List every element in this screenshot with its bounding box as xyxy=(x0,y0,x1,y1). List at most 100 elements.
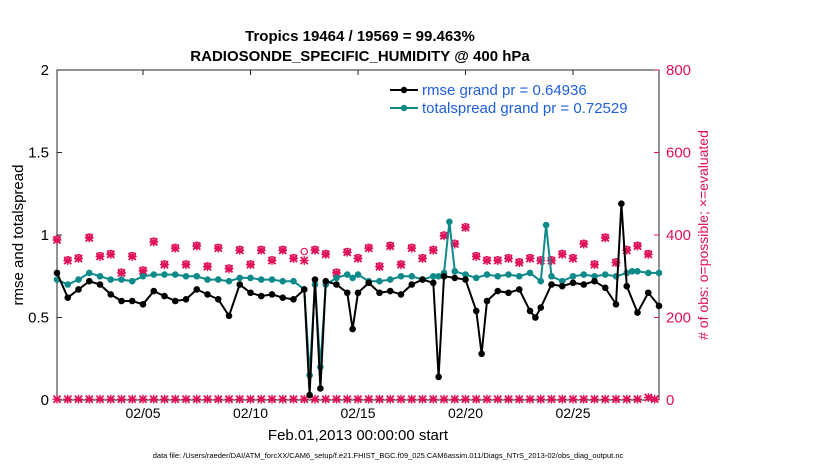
spread-point xyxy=(161,271,168,278)
series-rmse xyxy=(53,200,663,399)
rmse-point xyxy=(569,279,577,287)
rmse-point xyxy=(268,291,276,298)
y-right-axis-ticks: 0 200 400 600 800 xyxy=(654,62,691,409)
spread-point xyxy=(193,272,201,280)
rmse-point xyxy=(75,286,82,293)
spread-point xyxy=(118,276,125,283)
y-right-tick-label: 400 xyxy=(666,227,691,244)
spread-point xyxy=(634,268,641,275)
y-tick-label: 2 xyxy=(41,62,49,79)
plot-area xyxy=(56,69,660,401)
spread-point xyxy=(279,277,287,285)
spread-point xyxy=(628,268,636,275)
spread-point xyxy=(343,271,351,278)
spread-point xyxy=(333,274,340,282)
rmse-point xyxy=(472,307,480,315)
spread-point xyxy=(96,272,104,280)
spread-point xyxy=(505,271,512,278)
spread-point xyxy=(349,274,356,282)
rmse-point xyxy=(505,289,512,297)
spread-point xyxy=(569,272,577,280)
rmse-point xyxy=(483,297,491,305)
rmse-point xyxy=(161,292,168,300)
rmse-point xyxy=(601,284,609,292)
rmse-point xyxy=(376,289,383,297)
spread-point xyxy=(150,271,158,278)
x-tick-label: 02/25 xyxy=(555,405,590,421)
y-right-tick-label: 0 xyxy=(666,392,674,409)
spread-point xyxy=(655,269,663,277)
spread-point xyxy=(435,272,442,280)
spread-point xyxy=(204,276,211,283)
rmse-point xyxy=(128,297,136,305)
x-tick-label: 02/10 xyxy=(233,405,268,421)
chart-title: Tropics 19464 / 19569 = 99.463% xyxy=(245,28,475,45)
x-axis-label: Feb.01,2013 00:00:00 start xyxy=(268,427,449,444)
rmse-point xyxy=(322,277,330,285)
spread-point xyxy=(128,277,136,285)
rmse-point xyxy=(349,325,356,333)
rmse-point xyxy=(343,289,351,297)
spread-point xyxy=(64,281,72,288)
spread-point xyxy=(601,271,609,278)
rmse-point xyxy=(419,276,426,283)
rmse-point xyxy=(462,276,469,283)
legend: rmse grand pr = 0.64936 totalspread gran… xyxy=(390,82,628,117)
rmse-point xyxy=(515,286,523,293)
spread-point xyxy=(139,272,147,280)
spread-line xyxy=(56,221,659,376)
rmse-point xyxy=(429,279,437,287)
rmse-point xyxy=(139,301,147,308)
rmse-point xyxy=(623,282,631,290)
spread-point xyxy=(376,277,383,285)
y-axis-label: rmse and totalspread xyxy=(10,165,27,306)
rmse-point xyxy=(279,294,287,302)
rmse-point xyxy=(532,314,539,321)
spread-point xyxy=(558,277,566,285)
spread-point xyxy=(171,271,179,278)
rmse-point xyxy=(386,287,394,295)
rmse-point xyxy=(257,292,265,300)
spread-point xyxy=(580,271,588,278)
y-tick-label: 0.5 xyxy=(28,310,49,327)
rmse-point xyxy=(478,350,485,358)
spread-point xyxy=(257,276,265,283)
rmse-point xyxy=(53,269,61,277)
rmse-point xyxy=(526,307,534,315)
rmse-point xyxy=(107,291,115,298)
spread-point xyxy=(236,274,244,282)
rmse-point xyxy=(558,282,566,290)
x-tick-label: 02/05 xyxy=(125,405,160,421)
rmse-point xyxy=(247,289,254,297)
spread-point xyxy=(429,272,437,280)
spread-point xyxy=(386,276,394,283)
spread-point xyxy=(644,269,652,277)
rmse-point xyxy=(612,301,620,308)
rmse-point xyxy=(311,276,319,283)
rmse-point xyxy=(300,286,308,293)
rmse-point xyxy=(306,391,313,399)
spread-point xyxy=(290,277,297,285)
rmse-point xyxy=(548,281,555,288)
spread-point xyxy=(537,277,545,285)
data-file-footer: data file: /Users/raeder/DAI/ATM_forcXX/… xyxy=(153,451,624,460)
spread-point xyxy=(446,218,453,226)
legend-rmse-marker xyxy=(400,86,408,94)
spread-point xyxy=(548,272,555,280)
rmse-point xyxy=(537,304,545,311)
rmse-point xyxy=(193,286,201,293)
spread-point xyxy=(542,221,550,229)
spread-point xyxy=(225,277,233,285)
chart-subtitle: RADIOSONDE_SPECIFIC_HUMIDITY @ 400 hPa xyxy=(190,48,530,65)
spread-point xyxy=(526,269,534,277)
spread-point xyxy=(107,276,115,283)
y-right-axis-label: # of obs: o=possible; ×=evaluated xyxy=(695,130,711,340)
rmse-point xyxy=(64,294,72,302)
rmse-point xyxy=(317,385,324,392)
rmse-point xyxy=(440,272,448,280)
rmse-point xyxy=(435,373,442,381)
y-tick-label: 0 xyxy=(41,392,49,409)
rmse-point xyxy=(494,287,502,295)
rmse-point xyxy=(397,291,405,298)
